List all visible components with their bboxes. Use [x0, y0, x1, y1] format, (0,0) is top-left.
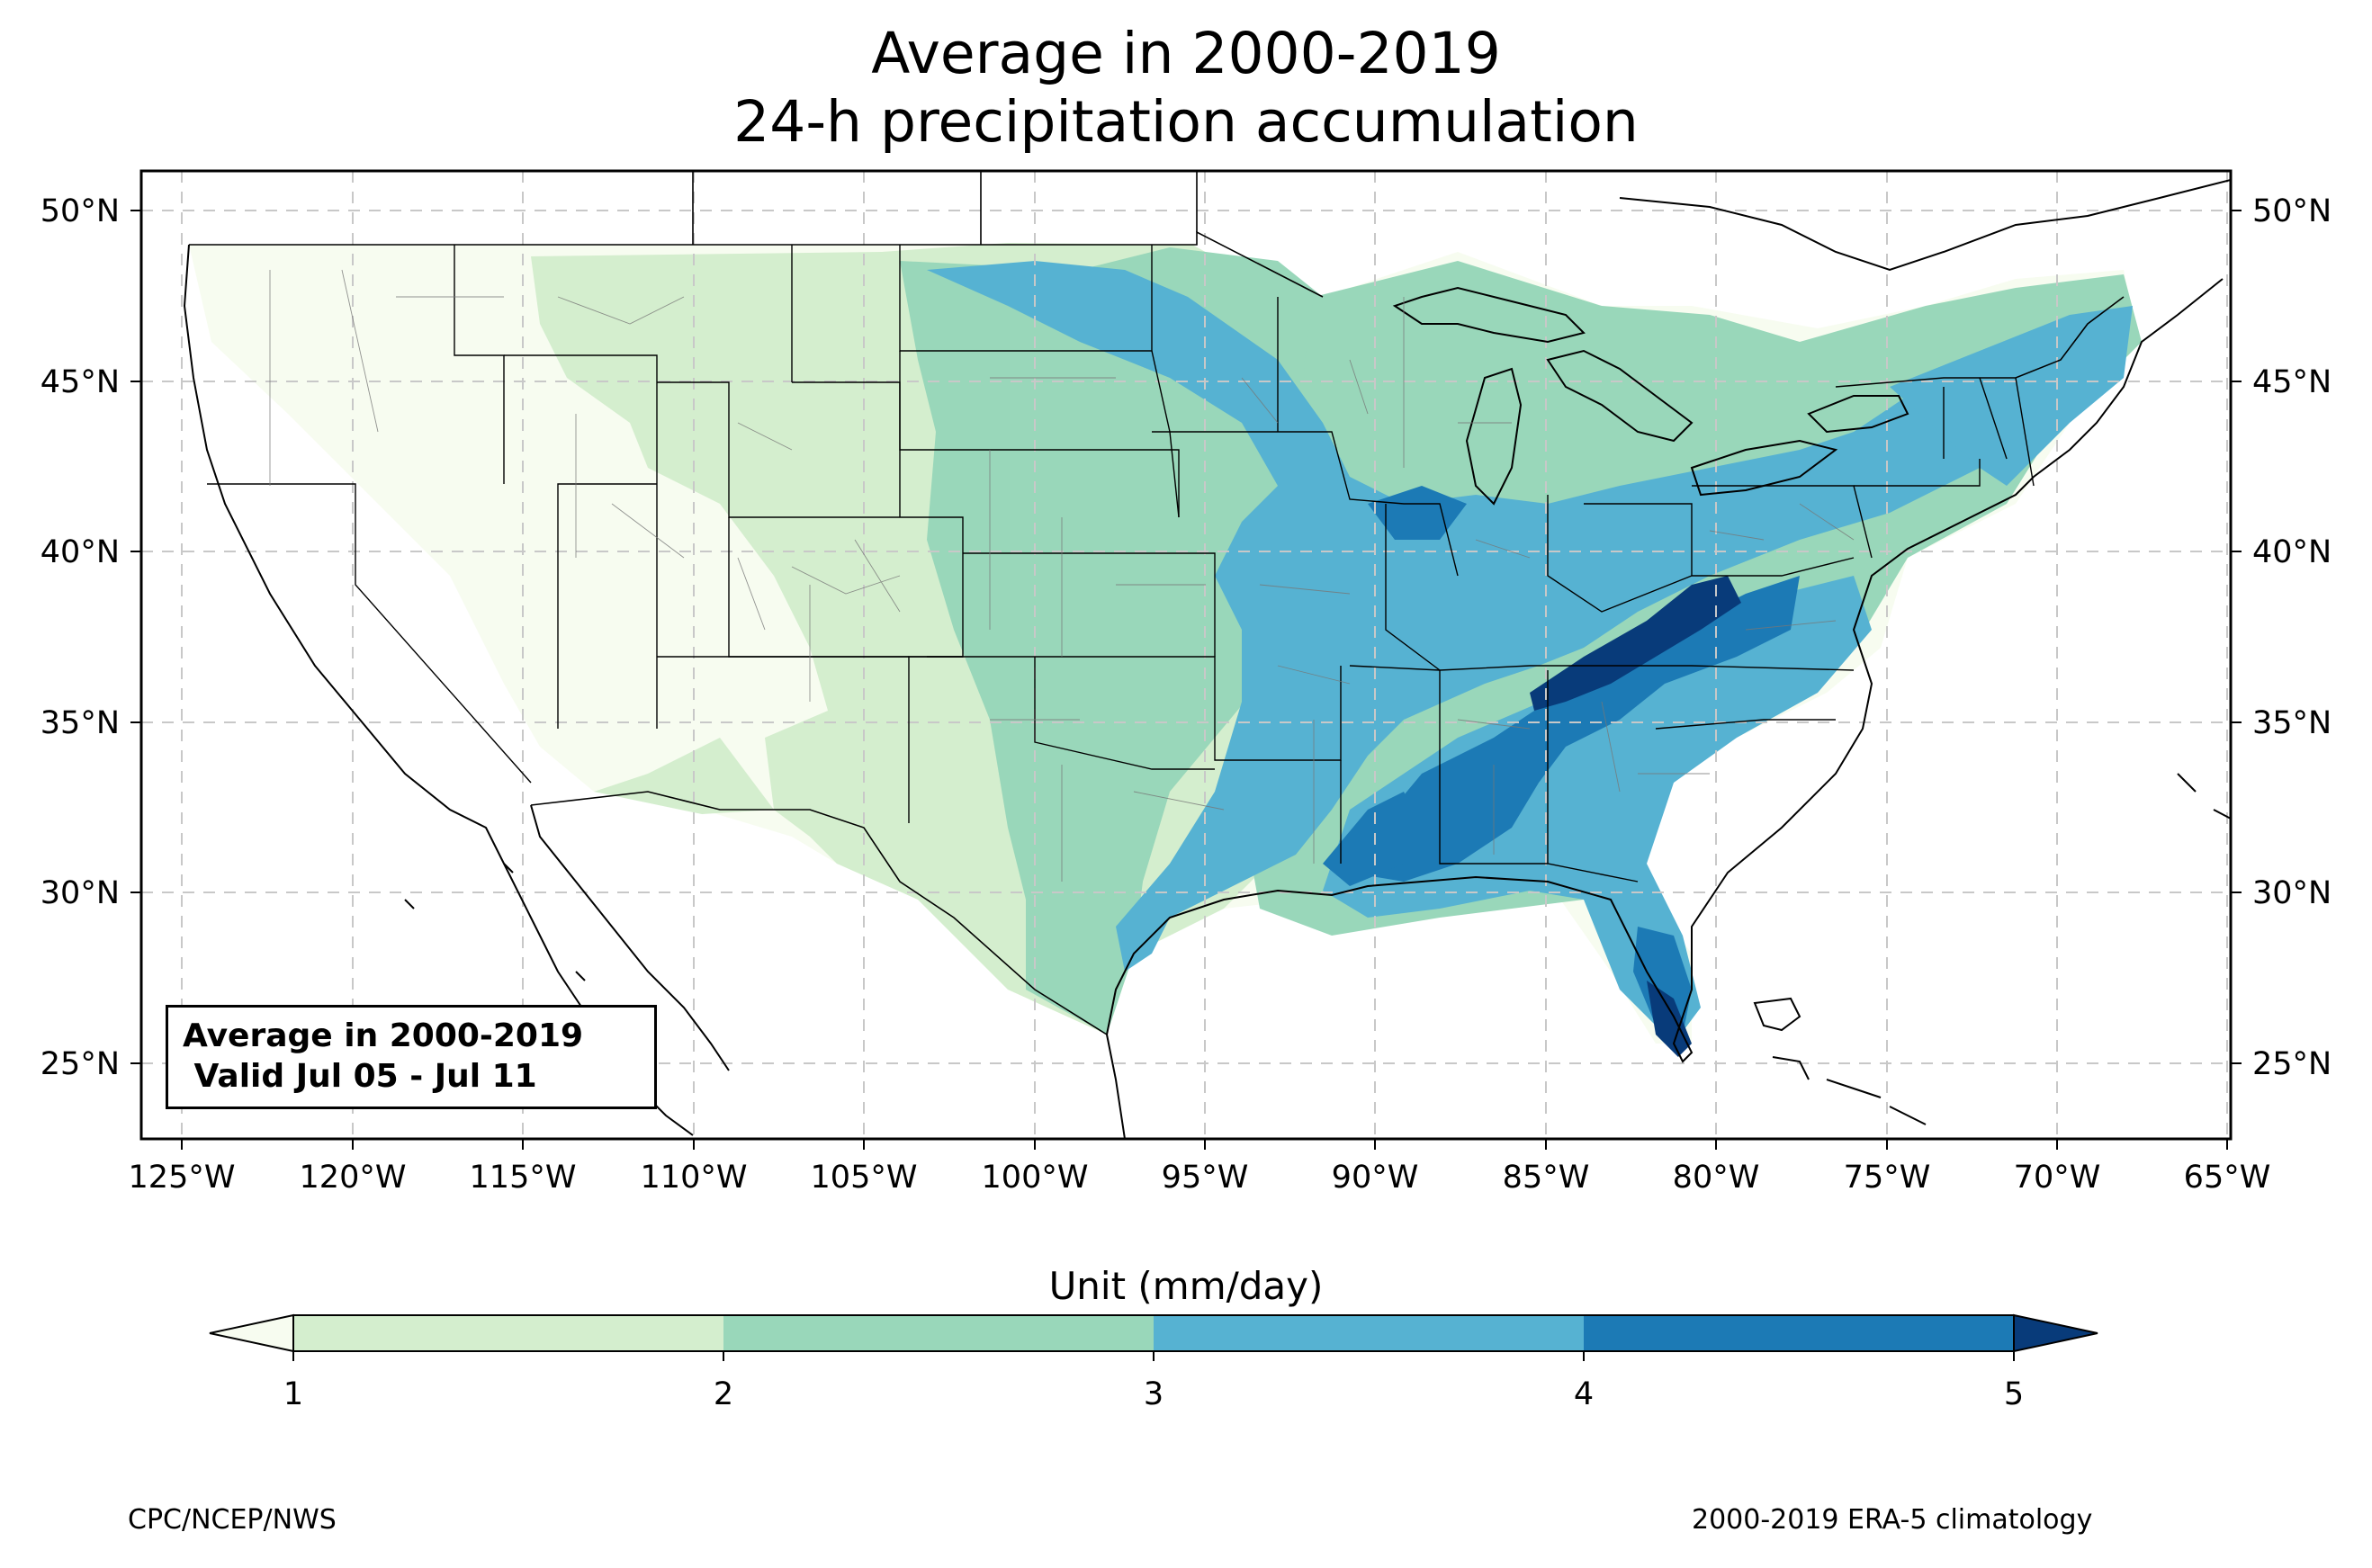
- colorbar-extend-low: [209, 1313, 294, 1353]
- chart-title-line2: 24-h precipitation accumulation: [733, 89, 1639, 155]
- precip-3-4: [927, 261, 2052, 972]
- state-lines: [207, 245, 2035, 883]
- lon-label: 85°W: [1503, 1160, 1590, 1196]
- precip-above-5: [1530, 576, 1741, 711]
- lon-label: 115°W: [470, 1160, 577, 1196]
- colorbar-extend-high: [2013, 1313, 2098, 1353]
- colorbar-tick-label: 3: [1144, 1376, 1164, 1412]
- lon-label: 110°W: [641, 1160, 748, 1196]
- colorbar-tick-label: 5: [2004, 1376, 2024, 1412]
- lat-labels-right: 50°N 45°N 40°N 35°N 30°N 25°N: [2252, 193, 2332, 1082]
- lon-label: 105°W: [811, 1160, 918, 1196]
- lon-label: 120°W: [300, 1160, 407, 1196]
- lat-label: 35°N: [40, 705, 120, 741]
- info-box: Average in 2000-2019 Valid Jul 05 - Jul …: [166, 1005, 657, 1109]
- precip-1-2-south: [594, 738, 774, 814]
- colorbar-bin-1-2: [293, 1315, 723, 1351]
- colorbar-tick-label: 1: [283, 1376, 303, 1412]
- lat-labels-left: 50°N 45°N 40°N 35°N 30°N 25°N: [40, 193, 120, 1082]
- map-frame: [139, 169, 2233, 1141]
- colorbar-label: Unit (mm/day): [1048, 1264, 1324, 1308]
- precip-4-5-mid: [1368, 486, 1467, 540]
- colorbar-tick-label: 2: [714, 1376, 733, 1412]
- precip-field: [189, 243, 2142, 1057]
- lat-label: 40°N: [40, 534, 120, 570]
- info-box-line2: Valid Jul 05 - Jul 11: [183, 1058, 537, 1095]
- lat-label: 25°N: [2252, 1046, 2332, 1082]
- lon-label: 65°W: [2184, 1160, 2271, 1196]
- precip-2-3: [900, 247, 1323, 1035]
- lon-label: 90°W: [1332, 1160, 1419, 1196]
- county-lines: [269, 269, 1855, 882]
- colorbar: 1 2 3 4 5: [209, 1313, 2098, 1412]
- borders: [189, 171, 2125, 1035]
- colorbar-bin-4-5: [1584, 1315, 2014, 1351]
- lat-label: 30°N: [2252, 875, 2332, 911]
- colorbar-tick-label: 4: [1574, 1376, 1594, 1412]
- tick-marks: [130, 210, 2242, 1150]
- lat-label: 30°N: [40, 875, 120, 911]
- lon-label: 75°W: [1844, 1160, 1931, 1196]
- lon-label: 80°W: [1673, 1160, 1760, 1196]
- lat-label: 25°N: [40, 1046, 120, 1082]
- precip-above-5-fl: [1647, 981, 1692, 1057]
- lon-label: 125°W: [129, 1160, 236, 1196]
- map-area: [141, 171, 2231, 1139]
- lon-label: 70°W: [2014, 1160, 2101, 1196]
- islands: [404, 773, 2231, 1125]
- footer-right: 2000-2019 ERA-5 climatology: [1692, 1504, 2093, 1536]
- lat-label: 50°N: [2252, 193, 2332, 229]
- lon-label: 95°W: [1162, 1160, 1249, 1196]
- lat-label: 45°N: [2252, 364, 2332, 400]
- lat-label: 45°N: [40, 364, 120, 400]
- lat-label: 35°N: [2252, 705, 2332, 741]
- colorbar-bin-2-3: [723, 1315, 1154, 1351]
- footer-left: CPC/NCEP/NWS: [128, 1504, 337, 1536]
- precip-3-4-se: [1323, 576, 1872, 1044]
- chart-title-line1: Average in 2000-2019: [871, 21, 1501, 86]
- precip-3-4-ne: [1890, 306, 2133, 486]
- lat-label: 50°N: [40, 193, 120, 229]
- gridlines: [141, 171, 2231, 1139]
- lon-label: 100°W: [982, 1160, 1089, 1196]
- info-box-line1: Average in 2000-2019: [183, 1017, 584, 1054]
- precip-4-5-sw: [1323, 792, 1422, 886]
- lon-labels: 125°W 120°W 115°W 110°W 105°W 100°W 95°W…: [129, 1160, 2271, 1196]
- lat-label: 40°N: [2252, 534, 2332, 570]
- colorbar-bin-3-4: [1154, 1315, 1584, 1351]
- precip-4-5: [1350, 576, 1800, 882]
